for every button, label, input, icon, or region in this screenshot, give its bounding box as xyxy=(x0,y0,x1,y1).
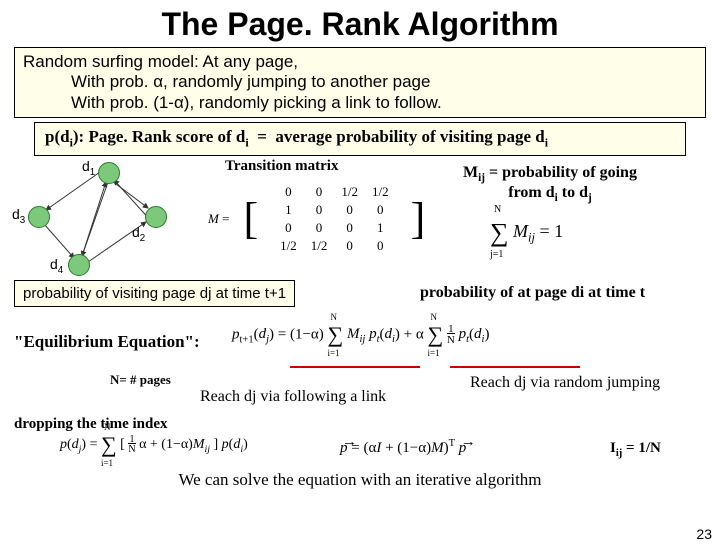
transition-matrix: M = [ 001/21/2100000011/21/200 ] xyxy=(200,180,433,258)
mij-definition: Mij = probability of goingfrom di to dj xyxy=(410,164,690,204)
node-d3 xyxy=(28,206,50,228)
iij-definition: Iij = 1/N xyxy=(610,440,661,459)
label-d4: d4 xyxy=(50,256,63,276)
drop-index-label: dropping the time index xyxy=(14,416,168,433)
slide-title: The Page. Rank Algorithm xyxy=(0,6,720,43)
node-d4 xyxy=(68,254,90,276)
reach-jump-label: Reach dj via random jumping xyxy=(470,374,660,392)
rs-line1: Random surfing model: At any page, xyxy=(23,52,697,72)
final-row: dropping the time index p(dj) = N∑i=1 [ … xyxy=(0,410,720,468)
annotation-row: N= # pages Reach dj via following a link… xyxy=(0,366,720,410)
red-underline-1 xyxy=(290,366,420,368)
rs-line2: With prob. α, randomly jumping to anothe… xyxy=(23,72,697,92)
prob-visit-box: probability of visiting page dj at time … xyxy=(14,280,295,307)
equilibrium-label: "Equilibrium Equation": xyxy=(14,332,200,352)
n-pages-label: N= # pages xyxy=(110,372,171,388)
sum-equation: N ∑ j=1 Mij = 1 xyxy=(490,218,563,248)
solve-text: We can solve the equation with an iterat… xyxy=(0,470,720,490)
red-underline-2 xyxy=(450,366,580,368)
graph-diagram: d1 d2 d3 d4 xyxy=(20,158,180,278)
mid-row: d1 d2 d3 d4 Transition matrix M = [ 001/… xyxy=(0,158,720,278)
equilibrium-formula: pt+1(dj) = (1−α) N∑i=1 Mij pt(di) + α N∑… xyxy=(232,322,489,348)
equilibrium-row: "Equilibrium Equation": pt+1(dj) = (1−α)… xyxy=(0,322,720,366)
reach-follow-label: Reach dj via following a link xyxy=(200,388,386,406)
random-surfing-box: Random surfing model: At any page, With … xyxy=(14,47,706,118)
label-d2: d2 xyxy=(132,224,145,244)
prob-row: probability of visiting page dj at time … xyxy=(0,278,720,318)
prob-at-text: probability of at page di at time t xyxy=(420,284,645,302)
score-definition: p(di): Page. Rank score of di = average … xyxy=(34,122,686,155)
node-d1 xyxy=(98,162,120,184)
final-equation-left: p(dj) = N∑i=1 [ 1N α + (1−α)Mij ] p(di) xyxy=(60,432,248,458)
label-d3: d3 xyxy=(12,206,25,226)
rs-line3: With prob. (1-α), randomly picking a lin… xyxy=(23,93,697,113)
final-equation-right: p→ = (αI + (1−α)M)T p→ xyxy=(340,438,466,457)
label-d1: d1 xyxy=(82,158,95,178)
node-d2 xyxy=(145,206,167,228)
transition-matrix-label: Transition matrix xyxy=(225,158,338,175)
